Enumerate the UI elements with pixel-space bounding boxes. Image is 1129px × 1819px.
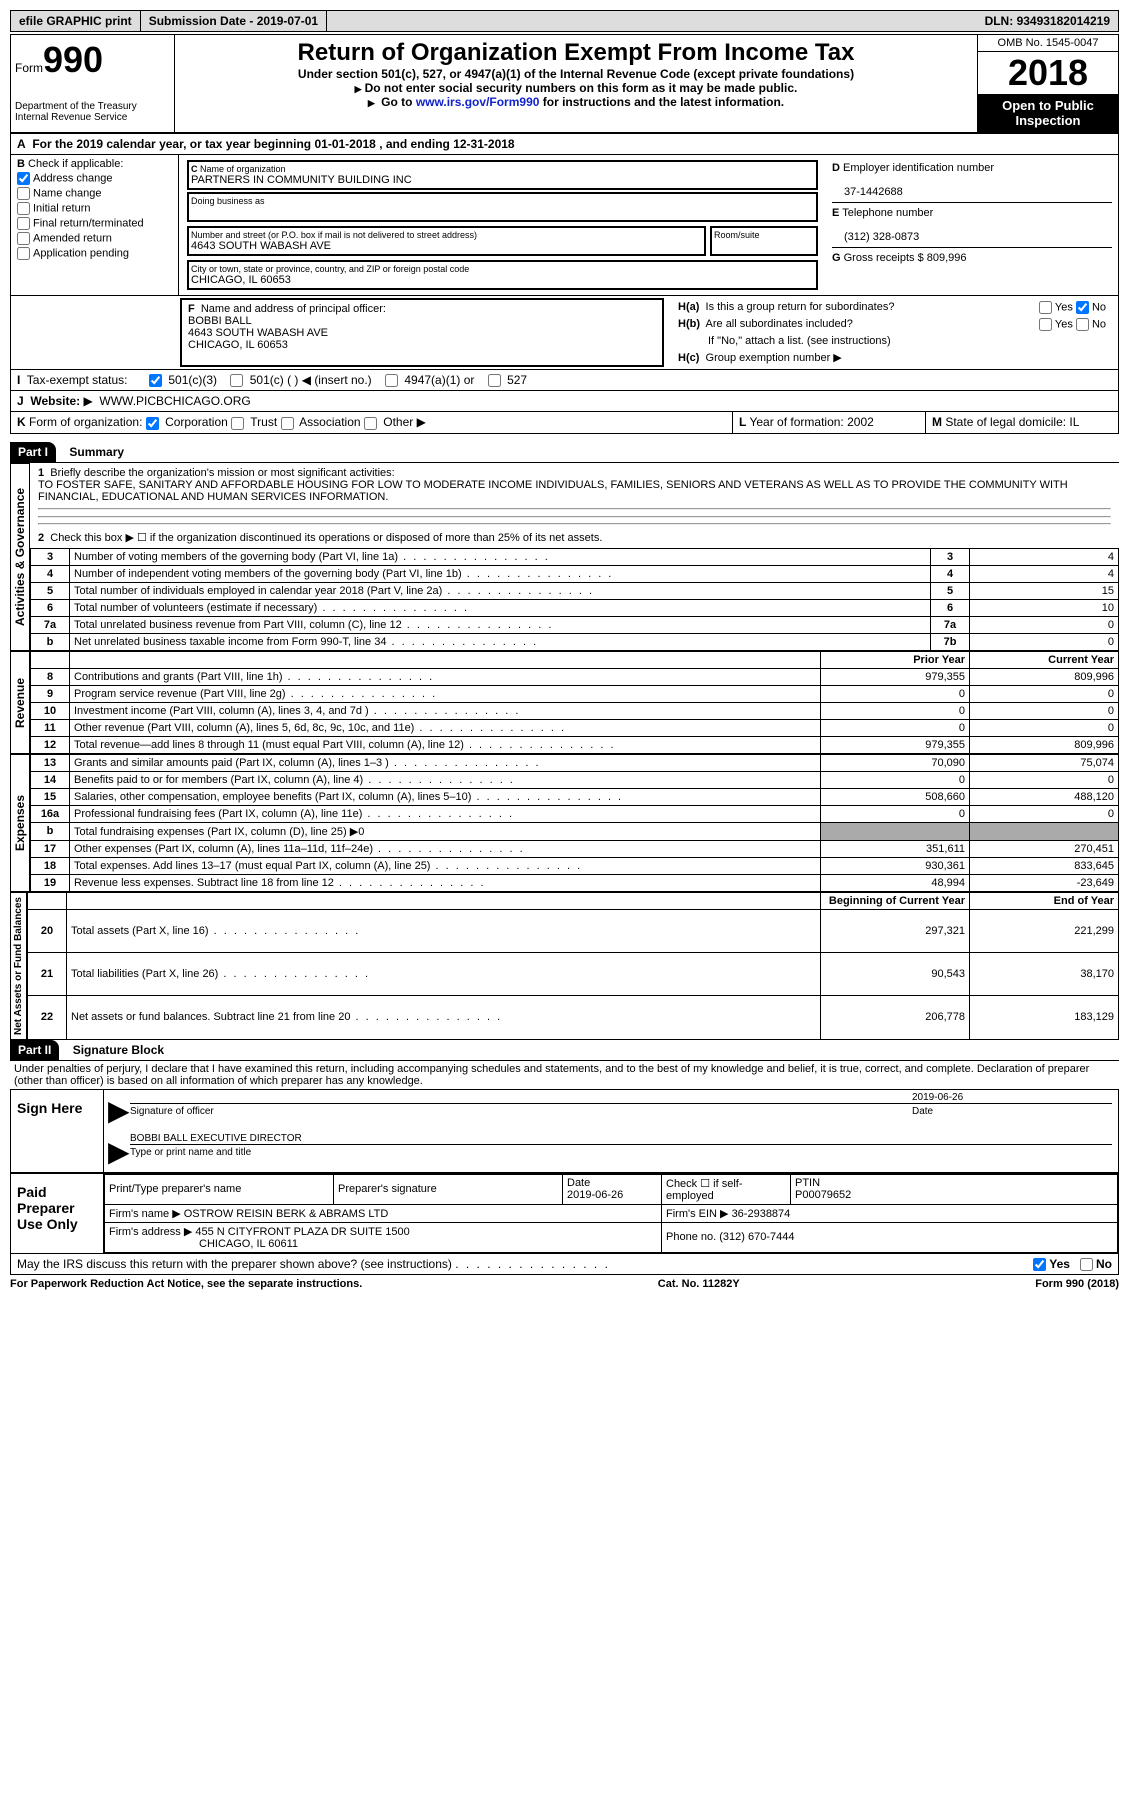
topbar: efile GRAPHIC print Submission Date - 20… [10, 10, 1119, 32]
cb-corp[interactable] [146, 417, 159, 430]
cb-application-pending[interactable] [17, 247, 30, 260]
side-netassets: Net Assets or Fund Balances [10, 892, 27, 1040]
gross-receipts: 809,996 [927, 252, 967, 264]
cb-4947[interactable] [385, 374, 398, 387]
line-i: I Tax-exempt status: 501(c)(3) 501(c) ( … [10, 370, 1119, 391]
sign-block: Sign Here ▶ 2019-06-26 Signature of offi… [10, 1089, 1119, 1173]
cb-amended-return[interactable] [17, 232, 30, 245]
cb-527[interactable] [488, 374, 501, 387]
cb-initial-return[interactable] [17, 202, 30, 215]
line-klm: K Form of organization: Corporation Trus… [10, 412, 1119, 433]
cb-ha-yes[interactable] [1039, 301, 1052, 314]
cb-name-change[interactable] [17, 187, 30, 200]
line-j: J Website: ▶ WWW.PICBCHICAGO.ORG [10, 391, 1119, 412]
cb-discuss-no[interactable] [1080, 1258, 1093, 1271]
part2-header: Part II [10, 1040, 59, 1060]
submission-date: Submission Date - 2019-07-01 [141, 11, 327, 31]
mission-text: TO FOSTER SAFE, SANITARY AND AFFORDABLE … [38, 479, 1068, 503]
org-city: CHICAGO, IL 60653 [191, 274, 814, 286]
cb-hb-no[interactable] [1076, 318, 1089, 331]
form-number-box: Form990 Department of the Treasury Inter… [10, 34, 175, 133]
irs-link[interactable]: www.irs.gov/Form990 [416, 95, 540, 109]
cb-trust[interactable] [231, 417, 244, 430]
h-box: H(a) Is this a group return for subordin… [666, 296, 1118, 369]
part1-header: Part I [10, 442, 56, 462]
section-bcd: B Check if applicable: Address change Na… [10, 155, 1119, 296]
governance-table: 3Number of voting members of the governi… [30, 548, 1119, 651]
expenses-table: 13Grants and similar amounts paid (Part … [30, 754, 1119, 892]
cb-501c3[interactable] [149, 374, 162, 387]
c-column: C Name of organization PARTNERS IN COMMU… [179, 155, 826, 295]
dln: DLN: 93493182014219 [977, 11, 1118, 31]
b-column: B Check if applicable: Address change Na… [11, 155, 179, 295]
side-expenses: Expenses [10, 754, 30, 892]
discuss-row: May the IRS discuss this return with the… [10, 1254, 1119, 1275]
cb-501c[interactable] [230, 374, 243, 387]
revenue-table: Prior YearCurrent Year 8Contributions an… [30, 651, 1119, 754]
netassets-table: Beginning of Current YearEnd of Year 20T… [27, 892, 1119, 1040]
title-box: Return of Organization Exempt From Incom… [175, 34, 977, 133]
cb-final-return[interactable] [17, 217, 30, 230]
cb-hb-yes[interactable] [1039, 318, 1052, 331]
form-title: Return of Organization Exempt From Incom… [185, 39, 967, 67]
d-column: D Employer identification number 37-1442… [826, 155, 1118, 295]
side-revenue: Revenue [10, 651, 30, 754]
preparer-block: Paid Preparer Use Only Print/Type prepar… [10, 1173, 1119, 1254]
side-governance: Activities & Governance [10, 463, 30, 651]
cb-assoc[interactable] [281, 417, 294, 430]
cb-ha-no[interactable] [1076, 301, 1089, 314]
f-box: F Name and address of principal officer:… [180, 298, 664, 367]
line-a: A For the 2019 calendar year, or tax yea… [10, 133, 1119, 155]
footer: For Paperwork Reduction Act Notice, see … [10, 1275, 1119, 1293]
perjury-text: Under penalties of perjury, I declare th… [10, 1061, 1119, 1089]
cb-discuss-yes[interactable] [1033, 1258, 1046, 1271]
website: WWW.PICBCHICAGO.ORG [99, 394, 250, 408]
efile-button[interactable]: efile GRAPHIC print [11, 11, 141, 31]
ein: 37-1442688 [844, 186, 903, 198]
phone: (312) 328-0873 [844, 231, 919, 243]
cb-address-change[interactable] [17, 172, 30, 185]
form-header: Form990 Department of the Treasury Inter… [10, 34, 1119, 133]
org-street: 4643 SOUTH WABASH AVE [191, 240, 702, 252]
org-name: PARTNERS IN COMMUNITY BUILDING INC [191, 174, 814, 186]
cb-other[interactable] [364, 417, 377, 430]
year-box: OMB No. 1545-0047 2018 Open to PublicIns… [977, 34, 1119, 133]
